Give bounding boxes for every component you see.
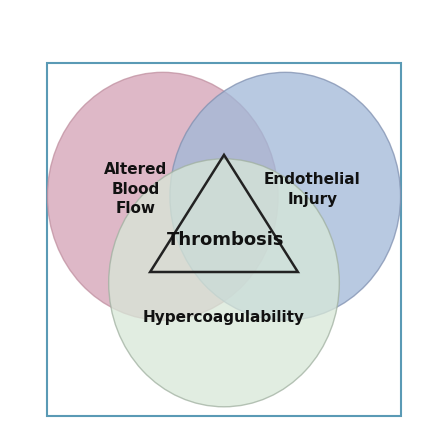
Text: Hypercoagulability: Hypercoagulability <box>143 310 305 324</box>
Ellipse shape <box>109 159 339 407</box>
Text: Endothelial
Injury: Endothelial Injury <box>264 172 361 206</box>
Ellipse shape <box>170 73 401 320</box>
Text: Altered
Blood
Flow: Altered Blood Flow <box>104 162 167 216</box>
Text: Thrombosis: Thrombosis <box>167 231 284 248</box>
Ellipse shape <box>47 73 278 320</box>
Text: Figure 1. Virchow’s Triad: The Three Risk Factors for
Thrombosis: Figure 1. Virchow’s Triad: The Three Ris… <box>13 8 448 42</box>
